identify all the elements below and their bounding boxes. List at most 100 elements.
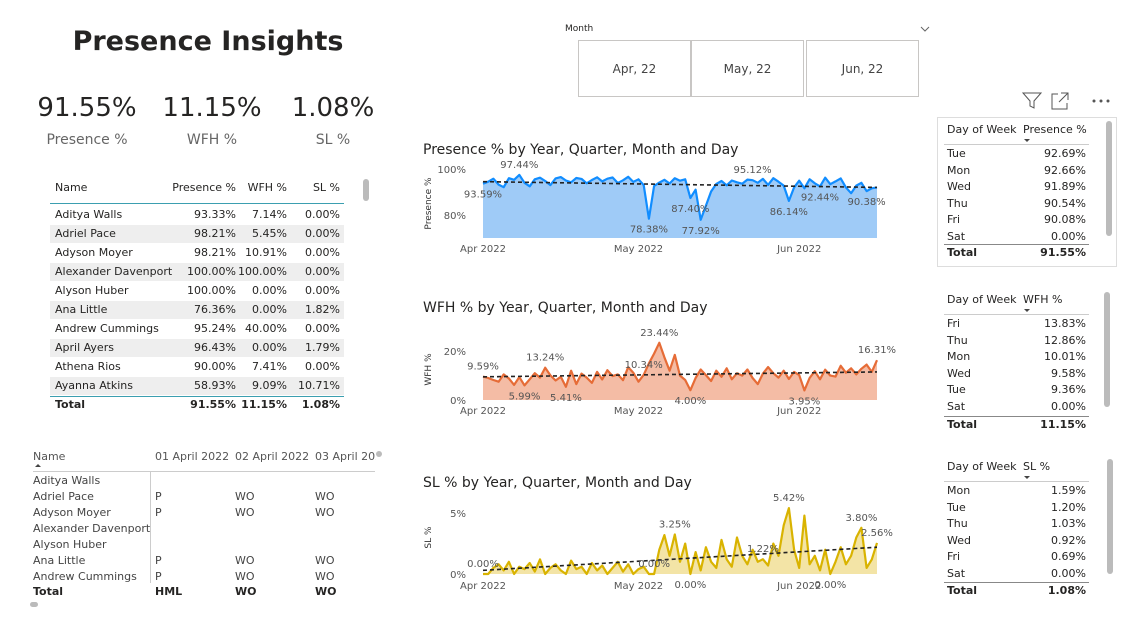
slicer-item[interactable]: May, 22	[691, 40, 804, 97]
matrix-cell: WO	[315, 570, 335, 583]
matrix-cell: Aditya Walls	[33, 474, 101, 487]
total-cell: 91.55%	[190, 398, 236, 411]
matrix-cell: WO	[235, 506, 255, 519]
total-cell: Total	[55, 398, 86, 411]
matrix-cell: Adyson Moyer	[33, 506, 111, 519]
scrollbar[interactable]	[1107, 459, 1113, 574]
scrollbar[interactable]	[1106, 121, 1112, 236]
table-cell: Thu	[947, 196, 968, 210]
y-tick-label: 0%	[450, 396, 466, 407]
matrix-cell: WO	[235, 490, 255, 503]
row-band	[50, 339, 344, 357]
slicer-item[interactable]: Apr, 22	[578, 40, 691, 97]
table-cell: 0.69%	[1051, 550, 1086, 564]
table-cell: 92.66%	[1044, 163, 1086, 177]
column-header: Name	[33, 450, 66, 463]
data-label: 1.22%	[747, 544, 779, 555]
column-header: Presence %	[172, 181, 236, 194]
table-cell: Alyson Huber	[55, 284, 129, 297]
column-header: Day of Week	[947, 293, 1017, 306]
table-cell: 1.20%	[1051, 500, 1086, 514]
y-tick-label: 100%	[437, 165, 466, 176]
x-tick-label: Jun 2022	[776, 406, 821, 417]
row-band	[50, 377, 344, 395]
data-label: 0.00%	[674, 580, 706, 591]
data-label: 0.00%	[814, 580, 846, 591]
data-label: 5.42%	[773, 493, 805, 504]
table-cell: Fri	[947, 550, 961, 564]
table-cell: 0.00%	[305, 360, 340, 373]
data-label: 97.44%	[500, 160, 538, 171]
table-cell: Mon	[947, 350, 971, 364]
table-cell: 95.24%	[194, 322, 236, 335]
scrollbar[interactable]	[363, 179, 369, 201]
table-cell: 0.00%	[305, 246, 340, 259]
table-cell: 12.86%	[1044, 333, 1086, 347]
visual-header-icons[interactable]	[1018, 90, 1113, 112]
matrix-header-rule	[33, 471, 375, 472]
x-tick-label: May 2022	[614, 406, 663, 417]
table-cell: 0.00%	[305, 322, 340, 335]
y-tick-label: 80%	[444, 211, 466, 222]
table-cell: 96.43%	[194, 341, 236, 354]
table-cell: 0.00%	[1051, 230, 1086, 243]
column-header: SL %	[1023, 460, 1051, 473]
column-header: SL %	[312, 181, 340, 194]
scrollbar[interactable]	[1104, 292, 1110, 407]
table-cell: 76.36%	[194, 303, 236, 316]
table-cell: 58.93%	[194, 379, 236, 392]
table-cell: 92.69%	[1044, 147, 1086, 160]
table-cell: 93.33%	[194, 208, 236, 221]
x-tick-label: May 2022	[614, 581, 663, 592]
table-cell: 10.91%	[245, 246, 287, 259]
row-band	[50, 301, 344, 319]
table-cell: Fri	[947, 317, 961, 330]
total-cell: 91.55%	[1040, 246, 1086, 259]
data-label: 77.92%	[682, 226, 720, 237]
data-label: 95.12%	[734, 165, 772, 176]
scroll-thumb[interactable]	[30, 602, 38, 607]
x-tick-label: May 2022	[614, 244, 663, 255]
x-tick-label: Apr 2022	[460, 581, 506, 592]
table-cell: 10.01%	[1044, 350, 1086, 364]
table-cell: 90.08%	[1044, 213, 1086, 227]
matrix-cell: WO	[235, 570, 255, 583]
data-label: 5.41%	[550, 393, 582, 404]
row-band	[50, 225, 344, 243]
kpi-value: 91.55%	[37, 93, 137, 123]
data-label: 87.40%	[671, 204, 709, 215]
data-label: 3.80%	[846, 513, 878, 524]
area	[483, 342, 877, 400]
table-cell: 98.21%	[194, 246, 236, 259]
table-cell: Thu	[947, 517, 968, 531]
table-cell: Ayanna Atkins	[55, 379, 133, 392]
y-tick-label: 5%	[450, 509, 466, 520]
table-cell: 0.00%	[305, 284, 340, 297]
table-cell: 0.00%	[1051, 567, 1086, 580]
line	[482, 341, 879, 392]
table-cell: 91.89%	[1044, 180, 1086, 194]
trend-line	[482, 371, 878, 378]
slicer-chevron[interactable]	[919, 24, 931, 34]
chart-title: WFH % by Year, Quarter, Month and Day	[423, 300, 708, 316]
trend-line	[482, 546, 878, 572]
kpi-label: Presence %	[46, 132, 128, 148]
column-header: WFH %	[1023, 293, 1063, 306]
table-cell: Athena Rios	[55, 360, 121, 373]
y-axis-title: WFH %	[424, 353, 434, 386]
table-cell: 9.09%	[252, 379, 287, 392]
table-cell: 0.00%	[305, 227, 340, 240]
data-label: 86.14%	[770, 207, 808, 218]
data-label: 92.44%	[801, 192, 839, 203]
matrix-cell: WO	[315, 490, 335, 503]
slicer-item[interactable]: Jun, 22	[806, 40, 919, 97]
matrix-cell: WO	[235, 554, 255, 567]
table-cell: 13.83%	[1044, 317, 1086, 330]
scroll-thumb[interactable]	[376, 451, 382, 457]
chart-title: SL % by Year, Quarter, Month and Day	[423, 475, 692, 491]
total-cell: 11.15%	[1040, 418, 1086, 431]
data-label: 78.38%	[630, 225, 668, 236]
data-label: 4.00%	[674, 396, 706, 407]
table-cell: 98.21%	[194, 227, 236, 240]
